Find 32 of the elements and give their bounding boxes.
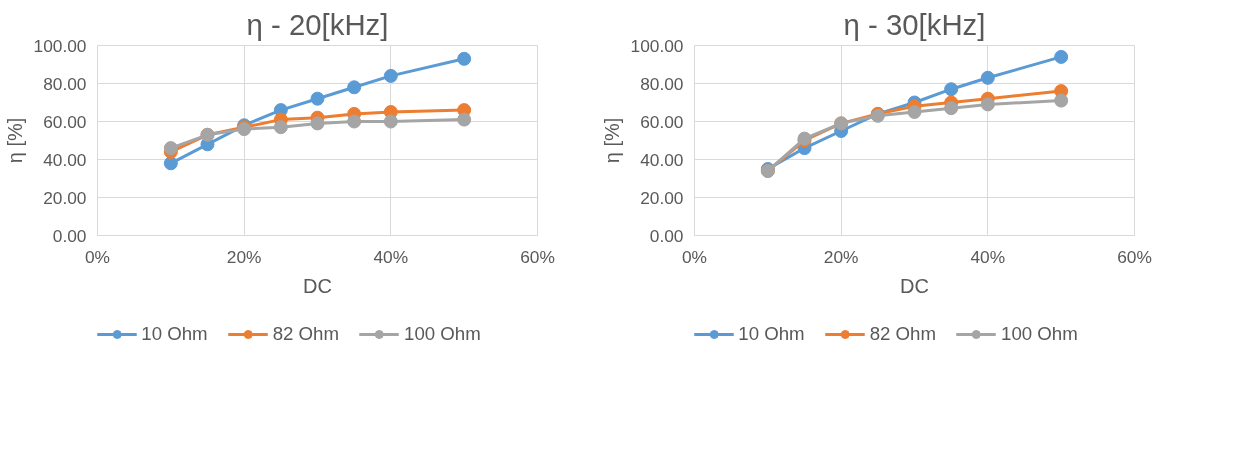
chart-title: η - 30[kHz]: [843, 7, 986, 41]
y-tick-label: 20.00: [640, 187, 684, 208]
legend-label: 100 Ohm: [404, 323, 481, 345]
legend-label: 10 Ohm: [738, 323, 805, 345]
legend-label: 82 Ohm: [869, 323, 936, 345]
x-tick-label: 0%: [681, 246, 708, 267]
y-tick-label: 80.00: [640, 73, 684, 94]
y-axis-title: η [%]: [3, 117, 26, 164]
legend-label: 10 Ohm: [141, 323, 208, 345]
y-tick-label: 60.00: [43, 111, 87, 132]
legend-label: 82 Ohm: [272, 323, 339, 345]
y-tick-label: 100.00: [630, 35, 684, 56]
x-axis-title: DC: [303, 274, 332, 297]
y-tick-label: 40.00: [640, 149, 684, 170]
y-tick-label: 0.00: [649, 225, 684, 246]
x-tick-label: 20%: [226, 246, 262, 267]
y-tick-label: 0.00: [52, 225, 87, 246]
x-tick-label: 40%: [373, 246, 409, 267]
x-tick-label: 20%: [823, 246, 859, 267]
y-tick-label: 100.00: [33, 35, 87, 56]
y-tick-label: 80.00: [43, 73, 87, 94]
y-axis-title: η [%]: [600, 117, 623, 164]
chart-title: η - 20[kHz]: [246, 7, 389, 41]
y-tick-label: 40.00: [43, 149, 87, 170]
x-axis-title: DC: [900, 274, 929, 297]
legend-label: 100 Ohm: [1001, 323, 1078, 345]
x-tick-label: 0%: [84, 246, 111, 267]
y-tick-label: 20.00: [43, 187, 87, 208]
x-tick-label: 60%: [1117, 246, 1152, 267]
x-tick-label: 40%: [970, 246, 1006, 267]
y-tick-label: 60.00: [640, 111, 684, 132]
x-tick-label: 60%: [520, 246, 555, 267]
